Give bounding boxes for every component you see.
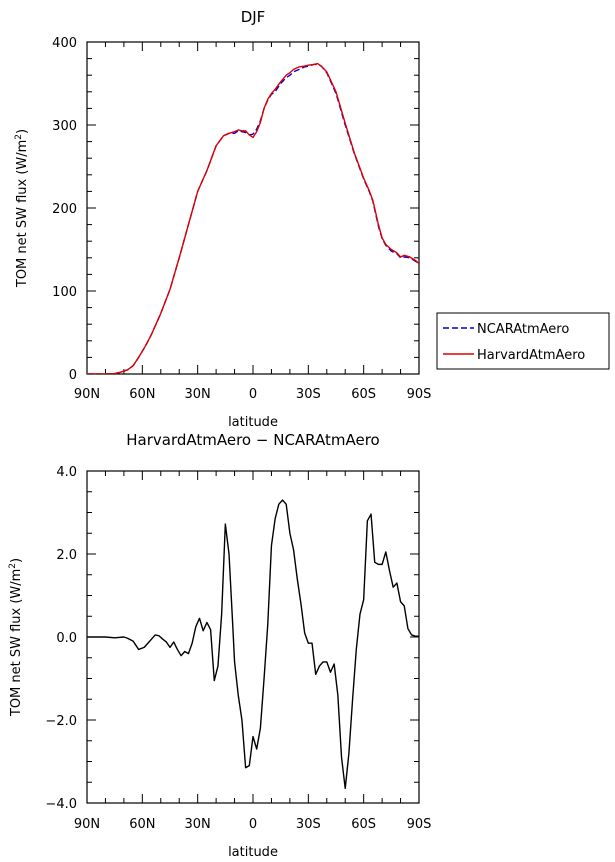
legend: NCARAtmAero HarvardAtmAero	[436, 312, 610, 370]
chart-2-x-tick-label: 30S	[296, 817, 321, 832]
chart-2-x-tick-label: 60S	[351, 817, 376, 832]
chart-2-x-tick-label: 0	[249, 817, 257, 832]
chart-1-y-axis-label-main: TOM net SW flux (W/m	[15, 140, 30, 288]
chart-1-y-tick-label: 100	[52, 285, 77, 300]
chart-1-x-axis-label: latitude	[228, 415, 278, 430]
legend-box	[436, 312, 610, 370]
chart-top: 90N 60N 30N 0 30S 60S 90S 0 100 200 300 400 DJF latit…	[14, 8, 610, 430]
chart-2-y-tick-label: −2.0	[45, 714, 77, 729]
chart-bottom: 90N 60N 30N 0 30S 60S 90S −4.0 −2.0 0.0 2.0 4.0 Harv…	[8, 431, 431, 860]
chart-2-plot-frame	[86, 470, 420, 804]
chart-1-title: DJF	[241, 8, 266, 26]
chart-1-plot-frame	[86, 41, 420, 375]
chart-2-y-tick-label: −4.0	[45, 797, 77, 812]
chart-2-y-axis-label-close: )	[9, 558, 24, 563]
chart-2-x-tick-label: 30N	[185, 817, 211, 832]
chart-2-y-axis-label-main: TOM net SW flux (W/m	[9, 569, 24, 717]
chart-2-x-axis-label: latitude	[228, 845, 278, 860]
chart-1-x-tick-label: 90S	[407, 387, 432, 402]
chart-2-y-tick-label: 0.0	[56, 631, 77, 646]
chart-1-x-tick-label: 60N	[129, 387, 155, 402]
legend-label-ncaratmaero: NCARAtmAero	[477, 322, 569, 337]
chart-2-series-line-difference	[87, 499, 419, 790]
chart-1-y-tick-label: 400	[52, 36, 77, 51]
chart-1-y-tick-label: 300	[52, 119, 77, 134]
chart-1-x-tick-label: 0	[249, 387, 257, 402]
chart-1-x-tick-label: 90N	[74, 387, 100, 402]
chart-1-x-tick-label: 60S	[351, 387, 376, 402]
legend-label-harvardatmaero: HarvardAtmAero	[477, 348, 585, 363]
chart-2-x-tick-label: 90S	[407, 817, 432, 832]
chart-1-y-axis-label: TOM net SW flux (W/m2)	[14, 129, 30, 288]
chart-2-x-tick-label: 60N	[129, 817, 155, 832]
chart-1-y-axis-label-close: )	[15, 129, 30, 134]
chart-2-x-tick-label: 90N	[74, 817, 100, 832]
chart-1-y-tick-label: 0	[69, 368, 77, 383]
chart-1-x-tick-label: 30S	[296, 387, 321, 402]
chart-2-y-tick-label: 2.0	[56, 548, 77, 563]
chart-1-series-line-harvardatmaero	[87, 62, 419, 374]
chart-2-title: HarvardAtmAero − NCARAtmAero	[126, 431, 379, 449]
chart-1-series-line-ncaratmaero	[87, 63, 419, 374]
chart-2-y-axis-label: TOM net SW flux (W/m2)	[8, 558, 24, 717]
chart-2-y-axis-label-superscript: 2	[8, 563, 18, 569]
chart-1-x-tick-label: 30N	[185, 387, 211, 402]
chart-1-y-tick-label: 200	[52, 202, 77, 217]
chart-1-y-axis-label-superscript: 2	[14, 134, 24, 140]
chart-2-y-tick-label: 4.0	[56, 465, 77, 480]
